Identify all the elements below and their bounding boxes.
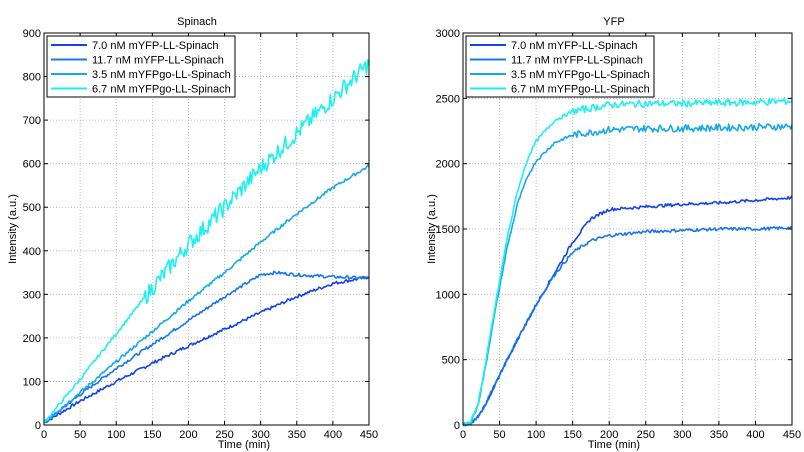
- yfp-chart: YFP 0 50 100 150 200 250 300 350 400 450 0 500 1000 1…: [426, 16, 801, 451]
- x-tick-label: 300: [673, 429, 691, 441]
- legend-box: [46, 35, 236, 98]
- y-tick-label: 200: [23, 333, 41, 345]
- y-tick-label: 0: [35, 420, 41, 432]
- legend-label: 6.7 nM mYFPgo-LL-Spinach: [511, 84, 650, 96]
- y-tick-label: 100: [23, 376, 41, 388]
- x-tick-label: 400: [746, 429, 764, 441]
- y-tick-label: 1000: [436, 289, 460, 301]
- x-tick-label: 200: [179, 429, 197, 441]
- legend-label: 3.5 nM mYFPgo-LL-Spinach: [92, 69, 231, 81]
- legend-box: [465, 35, 655, 98]
- x-tick-label: 450: [360, 429, 378, 441]
- y-tick-label: 3000: [436, 28, 460, 40]
- y-tick-label: 2000: [436, 159, 460, 171]
- series-lines: [43, 59, 370, 424]
- y-tick-label: 800: [23, 72, 41, 84]
- x-tick-label: 50: [74, 429, 86, 441]
- legend: 7.0 nM mYFP-LL-Spinach 11.7 nM mYFP-LL-Sp…: [46, 35, 236, 98]
- x-tick-label: 300: [251, 429, 269, 441]
- x-tick-label: 150: [563, 429, 581, 441]
- legend-label: 11.7 nM mYFP-LL-Spinach: [511, 55, 643, 67]
- series-line: [43, 59, 370, 423]
- chart-title: YFP: [603, 16, 624, 28]
- ticks: 0 50 100 150 200 250 300 350 400 450 0 500 1000 1500 2…: [436, 28, 802, 441]
- legend-label: 7.0 nM mYFP-LL-Spinach: [511, 40, 638, 52]
- y-tick-label: 900: [23, 28, 41, 40]
- plot-layer: 0 50 100 150 200 250 300 350 400 450 0 500 1000 1500 2…: [436, 28, 802, 441]
- x-tick-label: 400: [324, 429, 342, 441]
- x-tick-label: 450: [783, 429, 801, 441]
- y-tick-label: 400: [23, 246, 41, 258]
- y-axis-label: Intensity (a.u.): [426, 194, 438, 264]
- ticks: 0 50 100 150 200 250 300 350 400 450 0 100 200 300 400…: [23, 28, 379, 441]
- y-tick-label: 600: [23, 159, 41, 171]
- series-line: [43, 164, 370, 423]
- x-tick-label: 100: [527, 429, 545, 441]
- series-line: [462, 122, 793, 426]
- plot-layer: 0 50 100 150 200 250 300 350 400 450 0 100 200 300 400…: [23, 28, 379, 441]
- y-tick-label: 1500: [436, 224, 460, 236]
- grid: [44, 33, 369, 425]
- x-tick-label: 50: [493, 429, 505, 441]
- spinach-chart: Spinach 0 50 100 150 200 250 300 350 400 450 0 100 2…: [7, 16, 378, 451]
- y-tick-label: 0: [454, 420, 460, 432]
- series-line: [462, 195, 793, 426]
- legend-label: 7.0 nM mYFP-LL-Spinach: [92, 40, 219, 52]
- axes-frame: [43, 32, 370, 426]
- x-tick-label: 350: [710, 429, 728, 441]
- series-line: [43, 270, 370, 423]
- legend-label: 11.7 nM mYFP-LL-Spinach: [92, 55, 224, 67]
- legend-label: 3.5 nM mYFPgo-LL-Spinach: [511, 69, 650, 81]
- x-axis-label: Time (min): [588, 439, 640, 451]
- x-tick-label: 100: [107, 429, 125, 441]
- x-tick-label: 350: [288, 429, 306, 441]
- series-line: [462, 97, 793, 427]
- chart-title: Spinach: [177, 16, 217, 28]
- x-tick-label: 150: [143, 429, 161, 441]
- y-tick-label: 2500: [436, 93, 460, 105]
- y-tick-label: 500: [23, 202, 41, 214]
- y-tick-label: 500: [442, 355, 460, 367]
- y-tick-label: 700: [23, 115, 41, 127]
- y-axis-label: Intensity (a.u.): [7, 194, 19, 264]
- x-tick-label: 0: [41, 429, 47, 441]
- x-axis-label: Time (min): [218, 439, 270, 451]
- series-line: [43, 275, 370, 424]
- legend-label: 6.7 nM mYFPgo-LL-Spinach: [92, 84, 231, 96]
- x-tick-label: 200: [600, 429, 618, 441]
- y-tick-label: 300: [23, 289, 41, 301]
- x-tick-label: 250: [215, 429, 233, 441]
- series-lines: [462, 97, 793, 427]
- x-tick-label: 0: [460, 429, 466, 441]
- x-tick-label: 250: [637, 429, 655, 441]
- series-line: [462, 225, 793, 427]
- legend: 7.0 nM mYFP-LL-Spinach 11.7 nM mYFP-LL-Sp…: [465, 35, 655, 98]
